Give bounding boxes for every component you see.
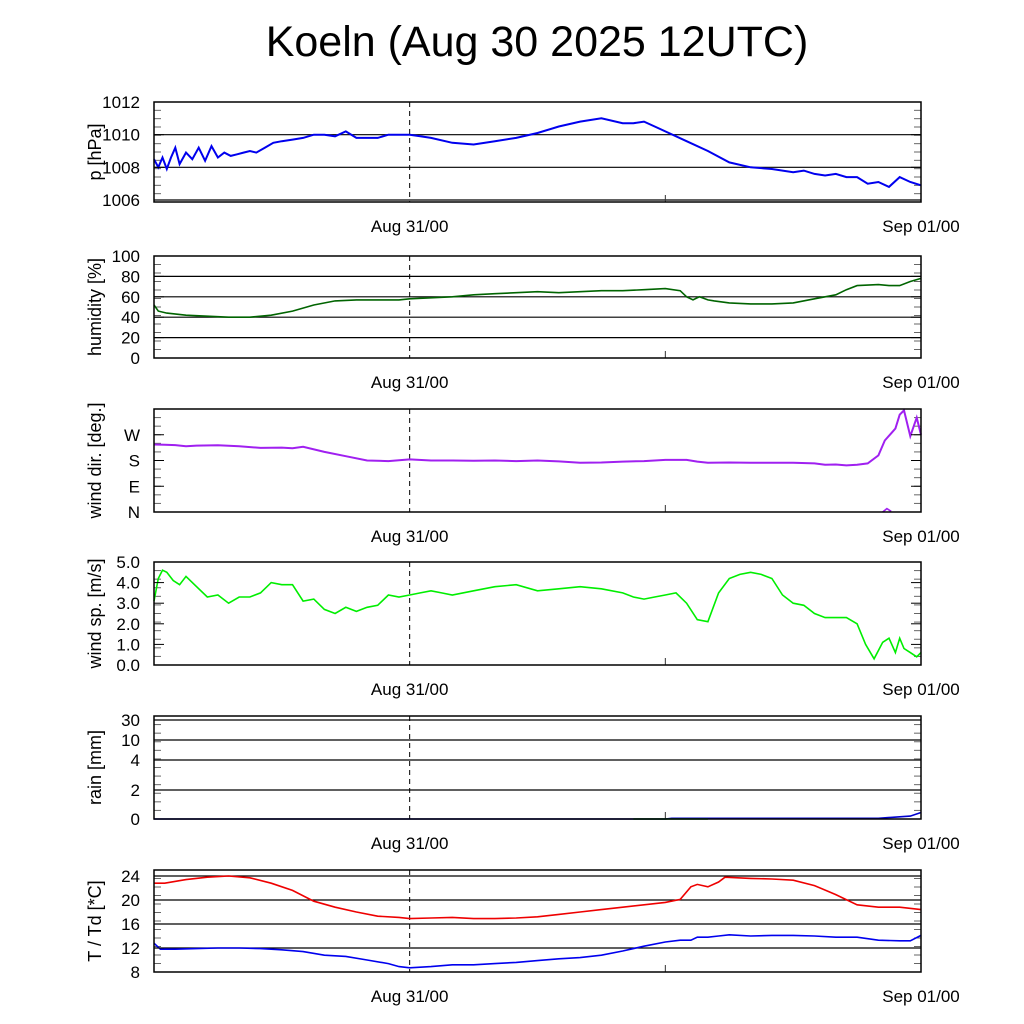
y-tick-label: 5.0 — [116, 553, 140, 572]
x-tick-label: Aug 31/00 — [371, 680, 449, 699]
y-tick-label: 0.0 — [116, 656, 140, 675]
series-line-rain — [154, 811, 922, 820]
x-tick-label: Sep 01/00 — [882, 217, 960, 236]
plot-frame — [153, 869, 922, 973]
y-tick-label: 12 — [121, 939, 140, 958]
y-tick-label: 20 — [121, 891, 140, 910]
y-tick-label: 1012 — [102, 93, 140, 112]
plot-frame — [153, 715, 922, 820]
x-tick-label: Aug 31/00 — [371, 217, 449, 236]
y-tick-label: 20 — [121, 329, 140, 348]
y-axis-title: humidity [%] — [85, 258, 105, 356]
y-axis-title: wind dir. [deg.] — [85, 402, 105, 519]
y-tick-label: 0 — [131, 810, 140, 829]
y-tick-label: 0 — [131, 349, 140, 368]
y-tick-label: 3.0 — [116, 594, 140, 613]
y-axis-title: wind sp. [m/s] — [85, 558, 105, 669]
y-tick-label: 1.0 — [116, 635, 140, 654]
panel-temperature: 8 12 16 20 24 Aug 31/00 Sep 01/00 T / Td [*C] — [85, 867, 960, 1006]
x-tick-label: Sep 01/00 — [882, 987, 960, 1006]
y-tick-label: S — [129, 452, 140, 471]
y-tick-label: 2 — [131, 781, 140, 800]
plot-frame — [153, 255, 922, 359]
y-tick-label: 24 — [121, 867, 140, 886]
x-tick-label: Aug 31/00 — [371, 834, 449, 853]
series-line-wind_direction — [153, 408, 922, 467]
y-tick-label: 1008 — [102, 158, 140, 177]
chart-title: Koeln (Aug 30 2025 12UTC) — [265, 18, 809, 66]
y-tick-label: 10 — [121, 731, 140, 750]
y-tick-label: 60 — [121, 288, 140, 307]
y-tick-label: 4 — [131, 751, 140, 770]
series-line-humidity — [153, 277, 922, 319]
x-tick-label: Aug 31/00 — [371, 373, 449, 392]
y-tick-label: 80 — [121, 267, 140, 286]
y-tick-label: 1010 — [102, 126, 140, 145]
y-axis-title: rain [mm] — [85, 730, 105, 805]
y-tick-label: 4.0 — [116, 574, 140, 593]
y-tick-label: 100 — [112, 247, 140, 266]
plot-frame — [153, 101, 922, 203]
panel-wind_speed: 0.0 1.02.0 3.04.0 5.0 Aug 31/00 Sep 01/00 wind… — [85, 553, 960, 699]
y-tick-label: W — [124, 426, 140, 445]
series-line-temperature — [154, 875, 922, 920]
x-tick-label: Sep 01/00 — [882, 680, 960, 699]
x-tick-label: Sep 01/00 — [882, 527, 960, 546]
y-tick-label: N — [128, 503, 140, 522]
y-tick-label: 16 — [121, 915, 140, 934]
panel-pressure: 1006 1008 1010 1012 Aug 31/00 Sep 01/00 p [hPa… — [85, 93, 960, 236]
y-axis-title: T / Td [*C] — [85, 880, 105, 961]
x-tick-label: Sep 01/00 — [882, 373, 960, 392]
y-tick-label: 1006 — [102, 191, 140, 210]
y-tick-label: 8 — [131, 963, 140, 982]
x-tick-label: Aug 31/00 — [371, 527, 449, 546]
plot-frame — [153, 561, 922, 666]
y-axis-title: p [hPa] — [85, 123, 105, 180]
series-line-wind_speed — [153, 569, 922, 661]
x-tick-label: Aug 31/00 — [371, 987, 449, 1006]
y-tick-label: E — [129, 477, 140, 496]
y-tick-label: 30 — [121, 711, 140, 730]
x-tick-label: Sep 01/00 — [882, 834, 960, 853]
y-tick-label: 40 — [121, 308, 140, 327]
series-line-temperature — [153, 933, 922, 969]
y-tick-label: 2.0 — [116, 615, 140, 634]
series-line-pressure — [153, 117, 922, 189]
